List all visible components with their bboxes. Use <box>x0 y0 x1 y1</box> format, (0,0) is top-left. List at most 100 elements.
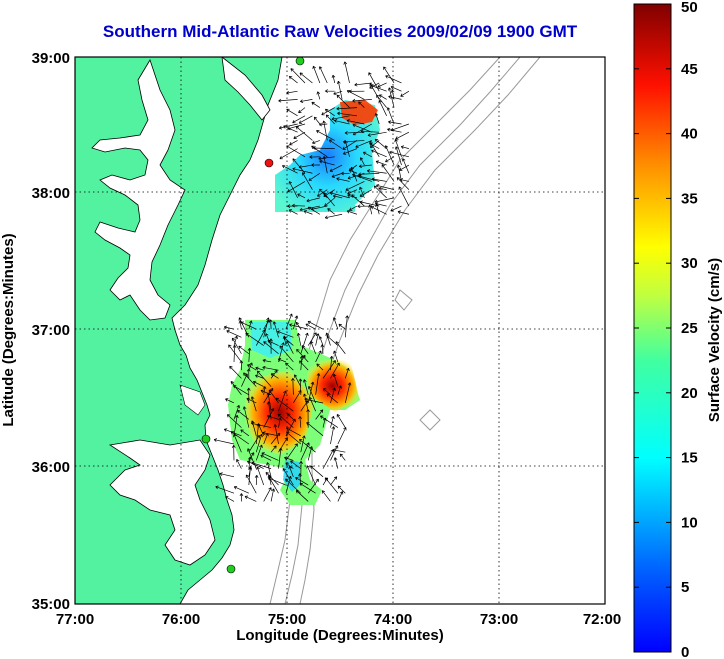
velocity-vector <box>229 365 242 379</box>
velocity-vector <box>374 197 395 204</box>
velocity-vector <box>285 418 296 436</box>
velocity-vector <box>333 90 343 96</box>
velocity-vector <box>261 452 279 461</box>
velocity-vector <box>337 111 358 117</box>
velocity-vector <box>315 409 324 420</box>
velocity-vector <box>219 472 235 478</box>
velocity-vector <box>285 478 302 494</box>
velocity-vector <box>298 107 306 114</box>
velocity-vector <box>310 205 328 211</box>
x-axis-ticks: 77:00 76:00 75:00 74:00 73:00 72:00 <box>56 611 621 628</box>
velocity-vector <box>337 427 347 445</box>
velocity-vector <box>352 123 372 133</box>
velocity-vector <box>366 169 387 174</box>
velocity-vector <box>255 374 264 379</box>
velocity-vector <box>358 101 365 108</box>
x-axis-label: Longitude (Degrees:Minutes) <box>236 627 444 644</box>
velocity-vector <box>369 140 380 148</box>
velocity-vector <box>279 345 294 363</box>
velocity-vector <box>328 139 343 149</box>
velocity-vector <box>251 422 272 428</box>
velocity-vector <box>303 379 309 395</box>
velocity-vector <box>401 158 410 174</box>
velocity-vector <box>329 355 334 371</box>
velocity-vector <box>344 382 352 404</box>
velocity-vector <box>270 488 276 502</box>
velocity-vector <box>305 323 316 330</box>
velocity-vector <box>312 146 335 150</box>
velocity-vector <box>359 157 365 166</box>
velocity-vector <box>371 149 387 158</box>
velocity-vector <box>226 330 242 338</box>
velocity-vector <box>342 148 358 155</box>
velocity-vector <box>359 186 365 198</box>
velocity-vector <box>385 156 395 163</box>
velocity-vector <box>348 164 358 172</box>
velocity-vector <box>371 177 387 182</box>
velocity-vector <box>300 435 306 453</box>
velocity-vector <box>332 194 343 199</box>
velocity-vector <box>290 460 301 469</box>
velocity-vector <box>262 386 267 395</box>
velocity-vector <box>256 370 272 387</box>
colorbar-tick-label: 30 <box>681 255 698 272</box>
velocity-vector <box>347 189 358 195</box>
velocity-vector <box>330 362 340 379</box>
velocity-vector <box>381 164 395 182</box>
station-marker[interactable] <box>264 158 274 168</box>
station-marker[interactable] <box>226 564 236 574</box>
velocity-vector <box>312 65 321 84</box>
velocity-vector <box>336 80 343 100</box>
velocity-vector <box>320 415 339 428</box>
velocity-vector <box>298 378 303 395</box>
colorbar-tick-label: 45 <box>681 61 698 78</box>
velocity-vector <box>302 172 313 190</box>
velocity-vector <box>397 210 409 215</box>
velocity-vector <box>331 115 350 121</box>
velocity-vector <box>233 404 240 420</box>
velocity-vector <box>255 444 263 461</box>
velocity-vector <box>358 164 372 169</box>
velocity-vector <box>334 119 350 125</box>
station-marker[interactable] <box>201 434 211 444</box>
velocity-vector <box>278 390 287 412</box>
velocity-vector <box>233 414 239 436</box>
x-tick-label: 74:00 <box>374 611 412 628</box>
colorbar-tick-labels: 0 5 10 15 20 25 30 35 40 45 50 <box>681 0 698 659</box>
velocity-vector <box>321 107 335 116</box>
velocity-vector <box>238 345 250 355</box>
velocity-vector <box>286 427 301 437</box>
velocity-vector <box>333 457 339 469</box>
velocity-vector <box>250 396 257 412</box>
velocity-vector <box>299 205 320 212</box>
velocity-vector <box>300 400 309 412</box>
velocity-vector <box>374 138 387 149</box>
y-axis-ticks: 39:00 38:00 37:00 36:00 35:00 <box>32 50 70 613</box>
velocity-vector <box>336 414 346 428</box>
velocity-vector <box>378 100 387 116</box>
velocity-vector <box>342 139 365 144</box>
velocity-vector <box>243 372 257 387</box>
velocity-vector <box>322 360 336 379</box>
velocity-vector <box>265 472 279 486</box>
velocity-vector <box>309 155 320 159</box>
colorbar-label: Surface Velocity (cm/s) <box>706 258 723 422</box>
velocity-vector <box>236 458 242 469</box>
velocity-vector <box>307 381 315 404</box>
y-tick-label: 39:00 <box>32 50 70 67</box>
velocity-vector <box>293 374 302 387</box>
velocity-vector <box>246 397 257 404</box>
velocity-vector <box>355 140 372 148</box>
velocity-vector <box>268 389 279 404</box>
velocity-vector <box>289 140 298 146</box>
velocity-vector <box>396 177 410 190</box>
velocity-vector <box>240 429 250 437</box>
velocity-vector <box>327 208 335 215</box>
station-marker[interactable] <box>295 57 305 66</box>
velocity-vector <box>288 465 294 477</box>
velocity-vector <box>286 108 298 117</box>
y-tick-label: 35:00 <box>32 596 70 613</box>
velocity-vector <box>390 85 402 92</box>
x-tick-label: 75:00 <box>268 611 306 628</box>
velocity-vector <box>316 130 335 141</box>
